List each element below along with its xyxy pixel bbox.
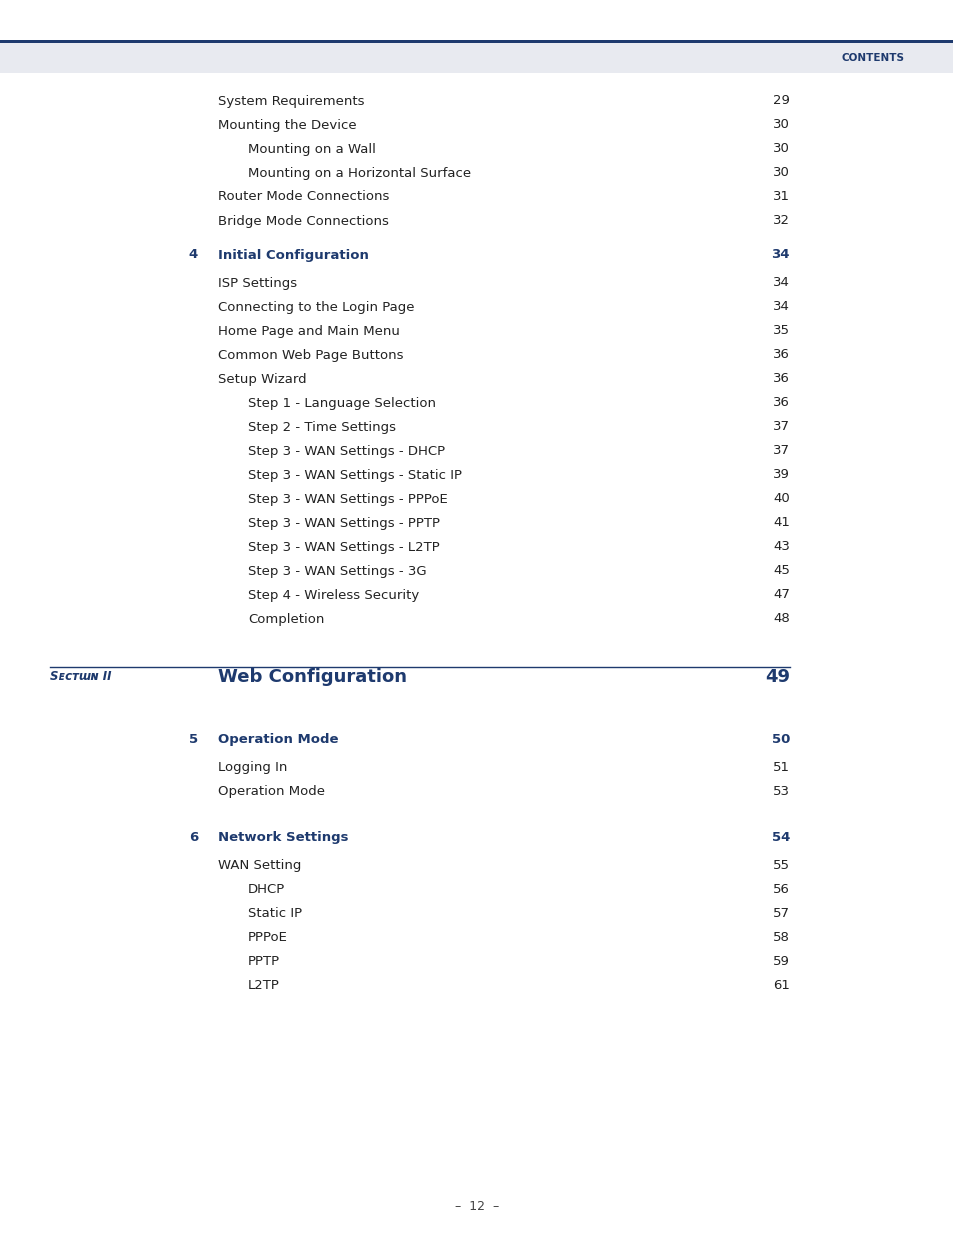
Text: Step 2 - Time Settings: Step 2 - Time Settings <box>248 420 395 433</box>
Text: CONTENTS: CONTENTS <box>841 53 904 63</box>
Text: 35: 35 <box>772 325 789 337</box>
Text: 30: 30 <box>772 167 789 179</box>
Text: 36: 36 <box>772 373 789 385</box>
Text: 51: 51 <box>772 761 789 774</box>
Text: PPTP: PPTP <box>248 956 280 968</box>
Text: Completion: Completion <box>248 613 324 625</box>
Text: Step 3 - WAN Settings - PPTP: Step 3 - WAN Settings - PPTP <box>248 516 439 530</box>
Bar <box>0 43 953 73</box>
Text: 56: 56 <box>772 883 789 897</box>
Text: 53: 53 <box>772 785 789 798</box>
Text: 34: 34 <box>772 277 789 289</box>
Text: PPPoE: PPPoE <box>248 931 288 945</box>
Text: Bridge Mode Connections: Bridge Mode Connections <box>218 215 389 227</box>
Text: Step 3 - WAN Settings - L2TP: Step 3 - WAN Settings - L2TP <box>248 541 439 553</box>
Text: ISP Settings: ISP Settings <box>218 277 296 289</box>
Text: 40: 40 <box>773 493 789 505</box>
Text: 49: 49 <box>764 668 789 685</box>
Text: Initial Configuration: Initial Configuration <box>218 248 369 262</box>
Text: Router Mode Connections: Router Mode Connections <box>218 190 389 204</box>
Text: 43: 43 <box>772 541 789 553</box>
Text: Step 3 - WAN Settings - PPPoE: Step 3 - WAN Settings - PPPoE <box>248 493 447 505</box>
Text: 39: 39 <box>772 468 789 482</box>
Text: Step 3 - WAN Settings - DHCP: Step 3 - WAN Settings - DHCP <box>248 445 445 457</box>
Text: DHCP: DHCP <box>248 883 285 897</box>
Text: Setup Wizard: Setup Wizard <box>218 373 306 385</box>
Text: 34: 34 <box>771 248 789 262</box>
Bar <box>0 40 953 43</box>
Bar <box>0 0 953 40</box>
Text: 54: 54 <box>771 831 789 845</box>
Text: 48: 48 <box>773 613 789 625</box>
Text: 30: 30 <box>772 119 789 131</box>
Text: 30: 30 <box>772 142 789 156</box>
Text: Step 4 - Wireless Security: Step 4 - Wireless Security <box>248 589 418 601</box>
Text: Operation Mode: Operation Mode <box>218 785 325 798</box>
Text: Common Web Page Buttons: Common Web Page Buttons <box>218 348 403 362</box>
Text: Mounting on a Wall: Mounting on a Wall <box>248 142 375 156</box>
Text: 45: 45 <box>772 564 789 578</box>
Text: Step 3 - WAN Settings - 3G: Step 3 - WAN Settings - 3G <box>248 564 426 578</box>
Text: Mounting the Device: Mounting the Device <box>218 119 356 131</box>
Text: 58: 58 <box>772 931 789 945</box>
Text: Web Configuration: Web Configuration <box>218 668 407 685</box>
Text: Mounting on a Horizontal Surface: Mounting on a Horizontal Surface <box>248 167 471 179</box>
Text: Logging In: Logging In <box>218 761 287 774</box>
Text: Sᴇᴄᴛɯɴ II: Sᴇᴄᴛɯɴ II <box>50 671 112 683</box>
Text: 34: 34 <box>772 300 789 314</box>
Text: 61: 61 <box>772 979 789 992</box>
Text: Step 3 - WAN Settings - Static IP: Step 3 - WAN Settings - Static IP <box>248 468 461 482</box>
Text: L2TP: L2TP <box>248 979 279 992</box>
Text: Operation Mode: Operation Mode <box>218 734 338 746</box>
Text: 6: 6 <box>189 831 198 845</box>
Text: Step 1 - Language Selection: Step 1 - Language Selection <box>248 396 436 410</box>
Text: Home Page and Main Menu: Home Page and Main Menu <box>218 325 399 337</box>
Text: Connecting to the Login Page: Connecting to the Login Page <box>218 300 414 314</box>
Text: Network Settings: Network Settings <box>218 831 348 845</box>
Text: –  12  –: – 12 – <box>455 1200 498 1214</box>
Text: 37: 37 <box>772 445 789 457</box>
Text: System Requirements: System Requirements <box>218 95 364 107</box>
Text: 47: 47 <box>772 589 789 601</box>
Text: 57: 57 <box>772 908 789 920</box>
Text: 5: 5 <box>189 734 198 746</box>
Text: 59: 59 <box>772 956 789 968</box>
Text: 36: 36 <box>772 396 789 410</box>
Text: WAN Setting: WAN Setting <box>218 860 301 872</box>
Text: 37: 37 <box>772 420 789 433</box>
Text: 41: 41 <box>772 516 789 530</box>
Text: 32: 32 <box>772 215 789 227</box>
Text: 31: 31 <box>772 190 789 204</box>
Text: 36: 36 <box>772 348 789 362</box>
Text: 4: 4 <box>189 248 198 262</box>
Text: 55: 55 <box>772 860 789 872</box>
Text: 29: 29 <box>772 95 789 107</box>
Text: 50: 50 <box>771 734 789 746</box>
Text: Static IP: Static IP <box>248 908 302 920</box>
